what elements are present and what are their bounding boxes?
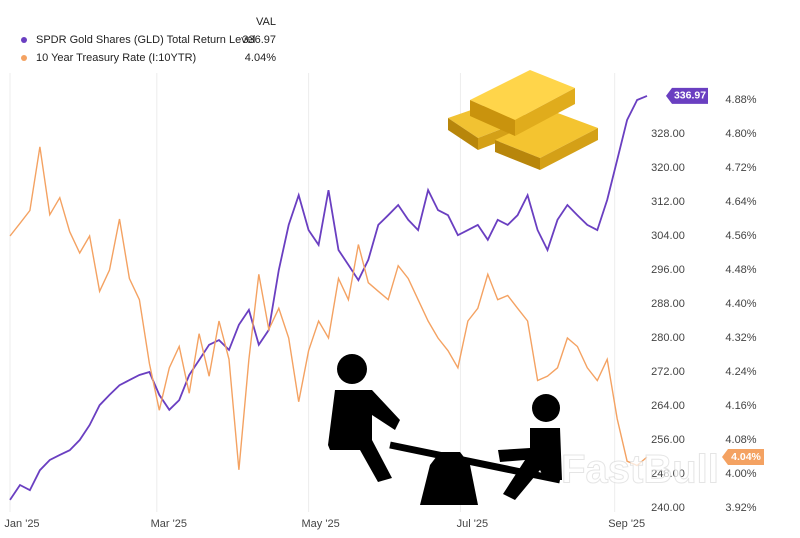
y2-tick-label: 4.64% — [725, 196, 756, 208]
y2-tick-label: 4.32% — [725, 332, 756, 344]
y-tick-label: 264.00 — [651, 400, 685, 412]
y2-tick-label: 4.08% — [725, 434, 756, 446]
x-tick-label: Mar '25 — [151, 518, 187, 530]
y-tick-label: 256.00 — [651, 434, 685, 446]
legend-header: VAL — [256, 16, 276, 28]
y-tick-label: 296.00 — [651, 264, 685, 276]
y-tick-label: 312.00 — [651, 196, 685, 208]
gold-bars-image — [448, 70, 598, 170]
y2-tick-label: 4.24% — [725, 366, 756, 378]
y2-tick-label: 4.88% — [725, 94, 756, 106]
y2-tick-label: 4.80% — [725, 128, 756, 140]
y-tick-label: 304.00 — [651, 230, 685, 242]
x-tick-label: Jul '25 — [457, 518, 488, 530]
y-tick-label: 328.00 — [651, 128, 685, 140]
series-line — [9, 146, 648, 470]
end-label-box — [722, 449, 764, 465]
y-tick-label: 320.00 — [651, 162, 685, 174]
seesaw-image — [328, 354, 562, 505]
y2-tick-label: 3.92% — [725, 502, 756, 514]
x-tick-label: Sep '25 — [608, 518, 645, 530]
end-label: 4.04% — [731, 451, 761, 463]
end-label: 336.97 — [674, 90, 706, 102]
watermark: FastBull — [561, 448, 719, 492]
y-tick-label: 272.00 — [651, 366, 685, 378]
y-tick-label: 280.00 — [651, 332, 685, 344]
y-tick-label: 240.00 — [651, 502, 685, 514]
legend-value: 336.97 — [242, 34, 276, 46]
y2-tick-label: 4.72% — [725, 162, 756, 174]
legend-marker — [21, 37, 27, 43]
legend: VAL SPDR Gold Shares (GLD) Total Return … — [21, 16, 276, 64]
y2-tick-label: 4.56% — [725, 230, 756, 242]
x-tick-label: Jan '25 — [4, 518, 39, 530]
y2-tick-label: 4.16% — [725, 400, 756, 412]
y2-tick-label: 4.48% — [725, 264, 756, 276]
y2-tick-label: 4.00% — [725, 468, 756, 480]
y-tick-label: 288.00 — [651, 298, 685, 310]
legend-value: 4.04% — [245, 52, 276, 64]
y-tick-label: 248.00 — [651, 468, 685, 480]
end-label-box — [666, 87, 708, 104]
y2-tick-label: 4.40% — [725, 298, 756, 310]
legend-label: SPDR Gold Shares (GLD) Total Return Leve… — [36, 34, 255, 46]
legend-label: 10 Year Treasury Rate (I:10YTR) — [36, 52, 196, 64]
series-line — [9, 95, 648, 501]
x-tick-label: May '25 — [302, 518, 340, 530]
legend-marker — [21, 55, 27, 61]
